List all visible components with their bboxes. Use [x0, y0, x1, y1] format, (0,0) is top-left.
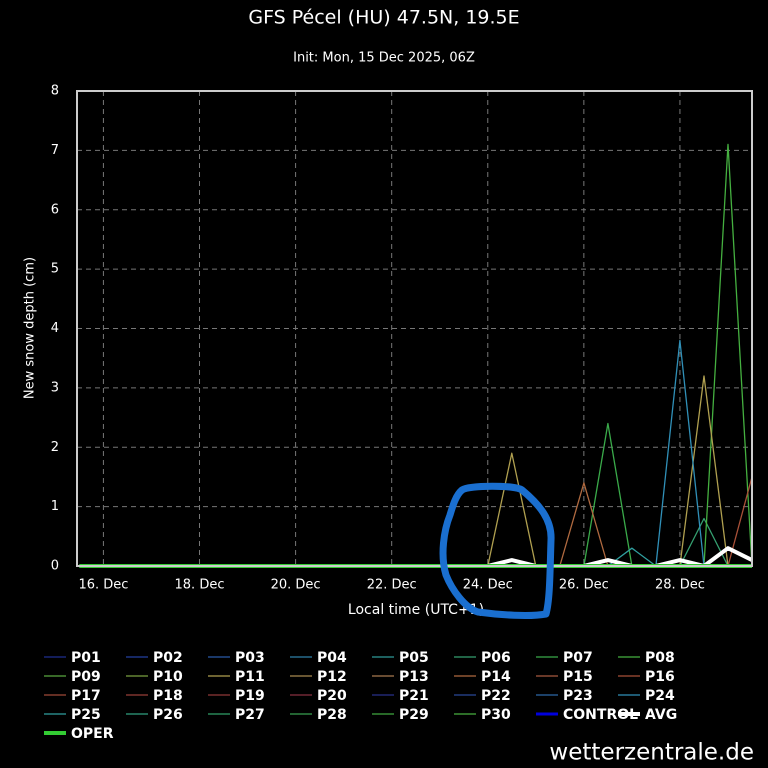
legend-label: AVG: [645, 707, 677, 723]
legend-label: P23: [563, 688, 593, 704]
legend-label: P20: [317, 688, 347, 704]
legend-label: P11: [235, 669, 265, 685]
legend-label: P04: [317, 650, 347, 666]
y-tick-label: 6: [51, 202, 59, 217]
y-tick-label: 0: [51, 559, 59, 574]
annotation-circle: [439, 482, 555, 619]
legend-label: P07: [563, 650, 593, 666]
x-tick-label: 26. Dec: [559, 578, 609, 593]
x-axis-label: Local time (UTC+1): [348, 602, 484, 618]
x-tick-label: 28. Dec: [655, 578, 705, 593]
legend-label: P18: [153, 688, 183, 704]
legend-label: OPER: [71, 726, 114, 742]
legend-label: P01: [71, 650, 101, 666]
legend-label: P05: [399, 650, 429, 666]
y-tick-label: 1: [51, 499, 59, 514]
legend-label: P27: [235, 707, 265, 723]
legend-label: P14: [481, 669, 511, 685]
legend-label: P25: [71, 707, 101, 723]
x-tick-label: 16. Dec: [78, 578, 128, 593]
chart-subtitle: Init: Mon, 15 Dec 2025, 06Z: [293, 51, 475, 66]
legend-label: P13: [399, 669, 429, 685]
y-axis-label: New snow depth (cm): [23, 257, 38, 399]
x-tick-label: 24. Dec: [463, 578, 513, 593]
footer: wetterzentrale.de: [549, 740, 754, 766]
legend-label: P06: [481, 650, 511, 666]
legend-label: P19: [235, 688, 265, 704]
chart-title: GFS Pécel (HU) 47.5N, 19.5E: [248, 7, 519, 29]
legend-label: P30: [481, 707, 511, 723]
y-tick-label: 5: [51, 262, 59, 277]
x-tick-label: 22. Dec: [367, 578, 417, 593]
y-tick-label: 8: [51, 84, 59, 99]
legend-label: P12: [317, 669, 347, 685]
x-tick-label: 18. Dec: [175, 578, 225, 593]
y-tick-label: 7: [51, 143, 59, 158]
legend-label: P02: [153, 650, 183, 666]
y-tick-label: 3: [51, 380, 59, 395]
x-tick-label: 20. Dec: [271, 578, 321, 593]
legend-label: P10: [153, 669, 183, 685]
legend-label: P08: [645, 650, 675, 666]
legend-label: P26: [153, 707, 183, 723]
legend-label: P17: [71, 688, 101, 704]
legend-label: P22: [481, 688, 511, 704]
y-tick-label: 2: [51, 440, 59, 455]
legend-label: P15: [563, 669, 593, 685]
plot-frame: [76, 90, 753, 567]
legend-label: P24: [645, 688, 675, 704]
legend-label: P03: [235, 650, 265, 666]
legend-label: P16: [645, 669, 675, 685]
legend-label: P09: [71, 669, 101, 685]
legend-label: P28: [317, 707, 347, 723]
legend-label: P29: [399, 707, 429, 723]
legend-label: P21: [399, 688, 429, 704]
legend-label: CONTROL: [563, 707, 638, 723]
y-tick-label: 4: [51, 321, 59, 336]
